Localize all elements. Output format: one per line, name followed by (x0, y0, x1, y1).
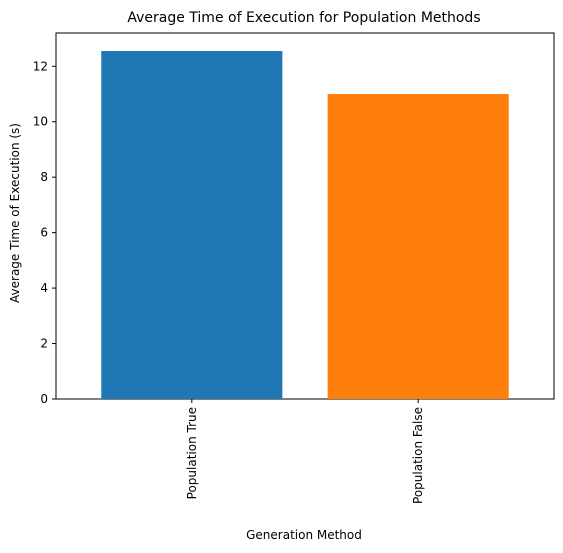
plot-area (55, 32, 555, 400)
y-tick-label: 10 (33, 115, 48, 129)
x-tick-label: Population False (411, 407, 425, 504)
x-tick-label: Population True (185, 407, 199, 499)
y-tick-label: 4 (40, 281, 48, 295)
bar-population-false (327, 94, 509, 399)
y-tick-label: 12 (33, 59, 48, 73)
y-tick-label: 0 (40, 392, 48, 406)
y-tick-label: 8 (40, 170, 48, 184)
y-axis: 0 2 4 6 8 10 12 (33, 59, 56, 406)
bar-population-true (101, 51, 283, 399)
y-tick-label: 2 (40, 337, 48, 351)
x-axis: Population True Population False (185, 399, 425, 504)
x-axis-label: Generation Method (246, 528, 362, 542)
bars (101, 51, 509, 399)
y-tick-label: 6 (40, 226, 48, 240)
chart-title: Average Time of Execution for Population… (127, 10, 480, 26)
plot-frame (55, 32, 555, 400)
y-axis-label: Average Time of Execution (s) (8, 123, 22, 303)
